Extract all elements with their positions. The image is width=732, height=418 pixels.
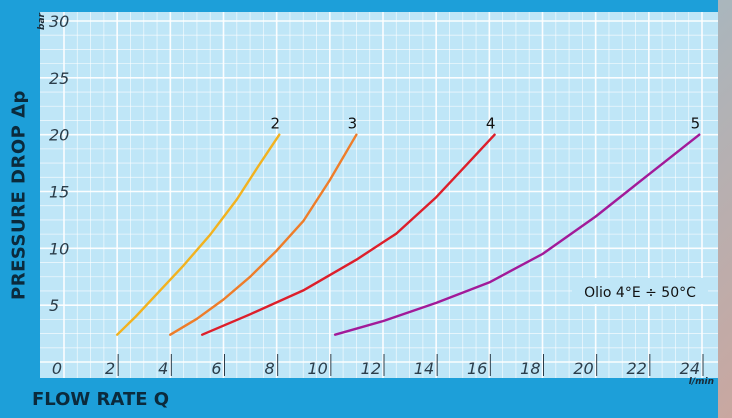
y-unit-label: bar — [37, 12, 47, 30]
series-line-3 — [169, 133, 358, 336]
plot-area — [40, 12, 718, 378]
y-tick-label: 15 — [49, 183, 69, 202]
x-tick-label: 4 — [158, 359, 168, 378]
x-tick-label: 0 — [52, 359, 62, 378]
annotation-text: Olio 4°E ÷ 50°C — [584, 285, 696, 301]
x-tick-label: 14 — [414, 359, 434, 378]
series-label-5: 5 — [691, 115, 701, 133]
x-tick-label: 20 — [573, 359, 593, 378]
series-label-2: 2 — [271, 115, 281, 133]
x-tick-label: 18 — [520, 359, 540, 378]
x-tick-label: 6 — [211, 359, 221, 378]
x-tick-label: 22 — [626, 359, 646, 378]
series-line-2 — [116, 133, 281, 336]
x-tick-label: 16 — [467, 359, 487, 378]
y-tick-label: 30 — [49, 12, 69, 31]
x-unit-label: l/min — [689, 377, 714, 387]
x-tick-label: 2 — [105, 359, 115, 378]
x-axis-title: FLOW RATE Q — [32, 389, 170, 410]
x-tick-label: 10 — [307, 359, 327, 378]
series-line-5 — [333, 133, 701, 336]
annotation-box — [572, 278, 708, 304]
y-tick-label: 10 — [49, 239, 69, 258]
y-tick-label: 25 — [49, 69, 69, 88]
series-line-4 — [201, 133, 496, 336]
x-tick-label: 12 — [361, 359, 381, 378]
x-tick-label: 8 — [264, 359, 274, 378]
y-tick-label: 5 — [49, 296, 59, 315]
series-label-3: 3 — [348, 115, 358, 133]
x-tick-label: 24 — [680, 359, 700, 378]
series-label-4: 4 — [486, 115, 496, 133]
y-tick-label: 20 — [49, 126, 69, 145]
